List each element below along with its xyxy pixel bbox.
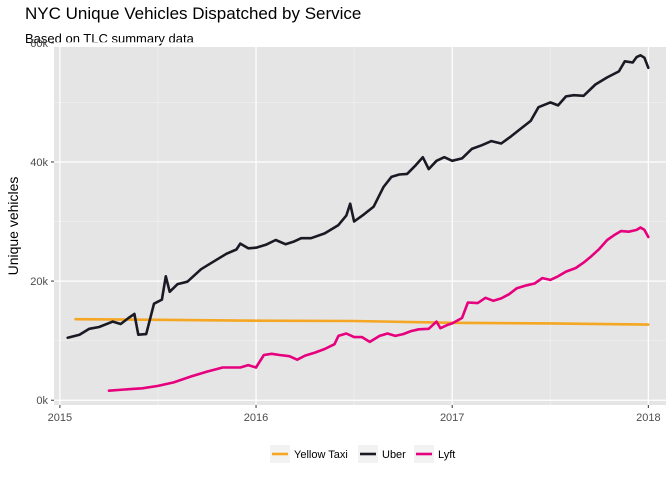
y-axis-ticks: 0k 20k 40k 60k [30,38,54,407]
series-line-yellow-taxi [74,317,650,326]
x-tick-label: 2015 [48,412,72,424]
legend-label-uber: Uber [382,449,406,461]
y-axis-title: Unique vehicles [5,177,21,276]
legend-label-yellow-taxi: Yellow Taxi [294,449,348,461]
x-tick-label: 2016 [244,412,268,424]
x-axis-ticks: 2015 2016 2017 2018 [48,405,661,424]
major-gridlines [54,42,666,405]
legend: Yellow Taxi Uber Lyft [270,445,455,463]
legend-label-lyft: Lyft [438,449,455,461]
x-tick-label: 2017 [440,412,464,424]
x-tick-label: 2018 [636,412,660,424]
y-tick-label: 40k [30,157,48,169]
series-line-lyft [107,226,650,392]
y-tick-label: 0k [36,395,48,407]
plot-panel [54,47,666,405]
minor-gridlines [54,47,666,405]
y-tick-label: 60k [30,38,48,50]
series-lines [66,54,650,392]
y-tick-label: 20k [30,276,48,288]
chart-title: NYC Unique Vehicles Dispatched by Servic… [25,4,362,23]
series-line-uber [66,54,650,339]
